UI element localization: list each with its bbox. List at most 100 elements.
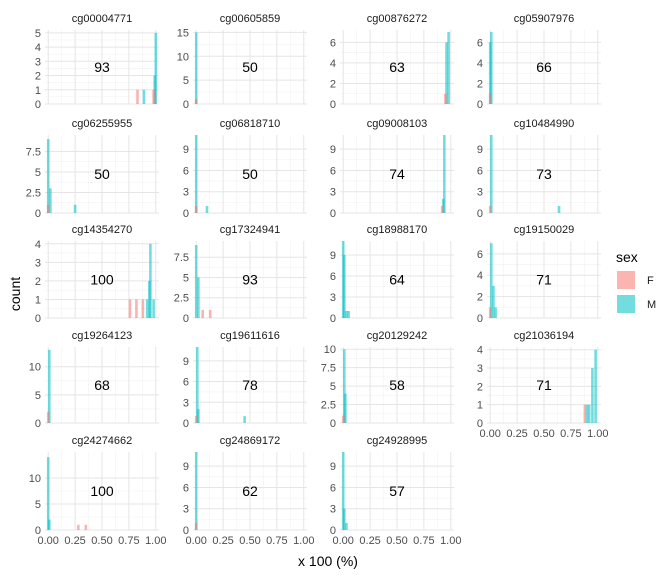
- histogram-bar-M: [197, 277, 200, 318]
- y-tick-label: 3: [183, 187, 189, 199]
- y-tick-label: 6: [330, 165, 336, 177]
- y-tick-label: 3: [330, 292, 336, 304]
- y-tick-label: 10: [324, 344, 336, 356]
- facet-panel: cg24869172 0 3 6 9 0.00 0.25 0.50 0.75 1.00 62: [183, 435, 315, 547]
- histogram-bar-M: [46, 457, 50, 530]
- facet-panel: cg17324941 0 2.5 5 7.5 93: [174, 224, 307, 325]
- histogram-bar-F: [201, 309, 204, 318]
- x-tick-label: 0.25: [506, 428, 527, 440]
- histogram-bar-M: [343, 349, 346, 423]
- facet-panel: cg18988170 0 3 6 9 64: [330, 224, 454, 325]
- histogram-bar-F: [194, 416, 198, 423]
- histogram-bar-M: [196, 347, 199, 423]
- y-tick-label: 0: [183, 208, 189, 220]
- legend-key-F: [617, 271, 635, 289]
- histogram-bar-M: [594, 349, 597, 423]
- histogram-bar-M: [48, 349, 51, 423]
- facet-title: cg00605859: [220, 13, 281, 25]
- y-tick-label: 4: [35, 42, 41, 54]
- y-tick-label: 9: [183, 356, 189, 368]
- y-tick-label: 6: [330, 482, 336, 494]
- y-tick-label: 6: [477, 249, 483, 261]
- histogram-bar-M: [494, 307, 497, 318]
- y-tick-label: 2: [35, 276, 41, 288]
- y-tick-label: 5: [183, 75, 189, 87]
- y-tick-label: 10: [29, 362, 41, 374]
- y-tick-label: 5: [330, 381, 336, 393]
- y-tick-label: 4: [330, 58, 336, 70]
- x-tick-label: 0.00: [38, 535, 59, 547]
- histogram-bar-M: [490, 135, 493, 213]
- facet-title: cg05907976: [514, 13, 575, 25]
- facet-title: cg18988170: [367, 224, 428, 236]
- histogram-bar-F: [77, 524, 80, 530]
- facet-panel: cg14354270 0 1 2 3 4 100: [35, 224, 159, 325]
- facet-panel: cg00605859 0 5 10 15 50: [177, 13, 307, 111]
- y-tick-label: 2.5: [174, 293, 189, 305]
- histogram-bar-F: [46, 204, 50, 213]
- histogram-bar-F: [583, 404, 587, 423]
- facet-title: cg24928995: [367, 435, 428, 447]
- y-tick-label: 4: [477, 270, 483, 282]
- facet-percent-label: 50: [94, 166, 110, 182]
- histogram-bar-M: [347, 311, 350, 318]
- y-tick-label: 7.5: [321, 363, 336, 375]
- facet-title: cg10484990: [514, 118, 575, 130]
- y-tick-label: 9: [330, 461, 336, 473]
- facet-panel: cg19611616 0 3 6 9 78: [183, 330, 307, 430]
- histogram-bar-F: [488, 205, 492, 213]
- y-tick-label: 0: [330, 313, 336, 325]
- histogram-bar-M: [587, 404, 591, 423]
- x-tick-label: 1.00: [440, 535, 461, 547]
- facet-panel: cg00876272 0 2 4 6 63: [330, 13, 454, 111]
- facet-title: cg24869172: [220, 435, 281, 447]
- y-tick-label: 6: [330, 271, 336, 283]
- facet-title: cg00876272: [367, 13, 428, 25]
- histogram-bar-M: [343, 508, 346, 530]
- y-tick-label: 4: [35, 239, 41, 251]
- y-tick-label: 5: [35, 28, 41, 40]
- facet-panel: cg00004771 0 1 2 3 4 5 93: [35, 13, 159, 111]
- histogram-bar-M: [145, 299, 149, 318]
- facet-percent-label: 68: [94, 377, 110, 393]
- facet-percent-label: 93: [94, 59, 110, 75]
- y-tick-label: 2.5: [321, 400, 336, 412]
- facet-title: cg00004771: [72, 13, 133, 25]
- y-tick-label: 6: [477, 165, 483, 177]
- histogram-bar-F: [194, 522, 198, 530]
- y-tick-label: 0: [330, 208, 336, 220]
- histogram-bar-F: [194, 205, 198, 213]
- y-tick-label: 3: [35, 257, 41, 269]
- histogram-bar-M: [48, 519, 51, 530]
- facet-percent-label: 64: [389, 272, 405, 288]
- facet-percent-label: 74: [389, 166, 405, 182]
- y-tick-label: 0: [35, 525, 41, 537]
- facet-title: cg20129242: [367, 330, 428, 342]
- y-tick-label: 3: [183, 504, 189, 516]
- histogram-bar-M: [447, 32, 450, 104]
- histogram-bar-M: [443, 135, 446, 213]
- y-tick-label: 5: [183, 272, 189, 284]
- y-tick-label: 5: [35, 167, 41, 179]
- histogram-bar-F: [341, 415, 345, 423]
- facet-percent-label: 100: [90, 483, 114, 499]
- y-tick-label: 6: [183, 482, 189, 494]
- facet-panel: cg10484990 0 3 6 9 73: [477, 118, 601, 220]
- histogram-bar-F: [84, 524, 88, 530]
- y-tick-label: 9: [330, 250, 336, 262]
- histogram-bar-M: [445, 42, 448, 104]
- x-tick-label: 1.00: [293, 535, 314, 547]
- histogram-bar-M: [194, 135, 198, 213]
- histogram-bar-F: [488, 93, 492, 104]
- facet-title: cg24274662: [72, 435, 133, 447]
- y-tick-label: 9: [477, 144, 483, 156]
- x-tick-label: 1.00: [587, 428, 608, 440]
- facet-percent-label: 78: [242, 377, 258, 393]
- x-tick-label: 0.75: [560, 428, 581, 440]
- histogram-bar-M: [344, 393, 347, 423]
- facet-title: cg14354270: [72, 224, 133, 236]
- facet-panel: cg19264123 0 5 10 68: [29, 330, 159, 430]
- histogram-bar-M: [197, 409, 200, 423]
- y-tick-label: 5: [35, 499, 41, 511]
